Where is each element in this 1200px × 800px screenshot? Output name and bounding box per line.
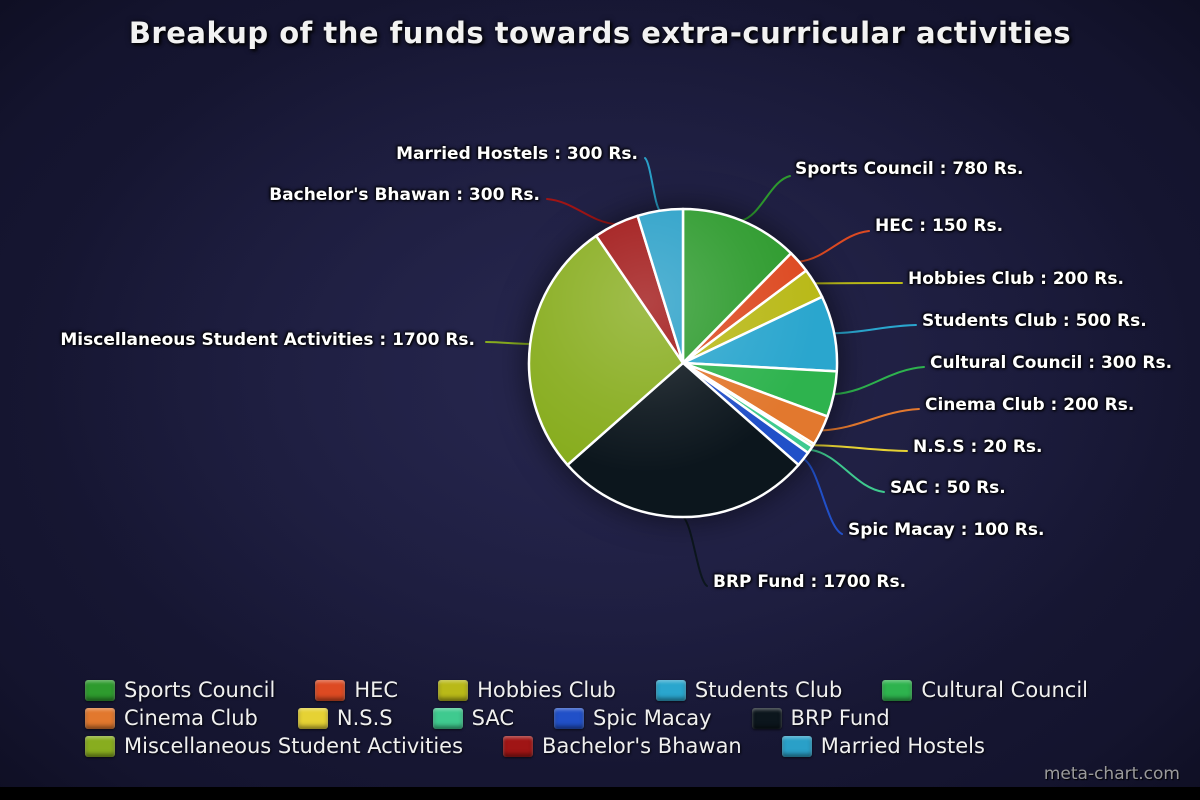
legend-row: Miscellaneous Student Activities Bachelor… xyxy=(85,732,1088,760)
legend-item-hec[interactable]: HEC xyxy=(315,678,398,702)
leader-line-married-hostels xyxy=(644,157,661,212)
legend-label: BRP Fund xyxy=(790,706,890,730)
legend-label: Miscellaneous Student Activities xyxy=(124,734,464,758)
leader-line-students-club xyxy=(833,324,917,335)
legend-item-brp-fund[interactable]: BRP Fund xyxy=(751,706,890,730)
legend-row: Sports Council HEC Hobbies Club Students Cl… xyxy=(85,676,1088,704)
legend-item-married-hostels[interactable]: Married Hostels xyxy=(781,734,985,758)
legend-item-cultural-council[interactable]: Cultural Council xyxy=(882,678,1088,702)
pie-slices-layer xyxy=(527,207,839,519)
legend-label: Hobbies Club xyxy=(477,678,616,702)
legend-item-sports-council[interactable]: Sports Council xyxy=(85,678,275,702)
slice-label-married-hostels: Married Hostels : 300 Rs. xyxy=(396,144,638,164)
slice-label-hec: HEC : 150 Rs. xyxy=(875,216,1004,236)
legend-label: Spic Macay xyxy=(593,706,712,730)
legend-label: HEC xyxy=(354,678,399,702)
slice-label-miscellaneous-student-activities: Miscellaneous Student Activities : 1700 … xyxy=(60,330,475,350)
slice-label-sports-council: Sports Council : 780 Rs. xyxy=(795,159,1024,179)
legend-label: Sports Council xyxy=(124,678,276,702)
legend-swatch-bachelor-s-bhawan xyxy=(503,735,534,757)
leader-line-n-s-s xyxy=(812,444,908,452)
legend-swatch-sports-council xyxy=(85,679,115,701)
leader-line-sports-council xyxy=(740,175,791,222)
legend-row: Cinema Club N.S.S SAC Spic Macay BRP Fund xyxy=(85,704,1088,732)
watermark: meta-chart.com xyxy=(1043,764,1180,784)
slice-label-hobbies-club: Hobbies Club : 200 Rs. xyxy=(908,269,1124,289)
leader-line-brp-fund xyxy=(682,516,708,587)
legend-swatch-miscellaneous-student-activities xyxy=(85,735,115,757)
legend-label: Cultural Council xyxy=(921,678,1089,702)
legend-item-sac[interactable]: SAC xyxy=(432,706,514,730)
slice-label-bachelor-s-bhawan: Bachelor's Bhawan : 300 Rs. xyxy=(269,185,540,205)
slice-label-brp-fund: BRP Fund : 1700 Rs. xyxy=(713,572,907,592)
leader-line-cultural-council xyxy=(832,366,925,396)
legend-swatch-cultural-council xyxy=(882,679,913,701)
slice-label-cultural-council: Cultural Council : 300 Rs. xyxy=(930,353,1173,373)
legend-swatch-hec xyxy=(315,679,346,701)
slice-label-students-club: Students Club : 500 Rs. xyxy=(922,311,1147,331)
legend-item-miscellaneous-student-activities[interactable]: Miscellaneous Student Activities xyxy=(85,734,463,758)
slice-label-spic-macay: Spic Macay : 100 Rs. xyxy=(848,520,1045,540)
legend-swatch-married-hostels xyxy=(781,735,812,757)
legend-item-students-club[interactable]: Students Club xyxy=(655,678,843,702)
legend-label: SAC xyxy=(471,706,514,730)
legend-swatch-sac xyxy=(432,707,463,729)
leader-line-sac xyxy=(809,448,885,493)
legend-item-spic-macay[interactable]: Spic Macay xyxy=(554,706,712,730)
legend-item-hobbies-club[interactable]: Hobbies Club xyxy=(438,678,616,702)
legend-label: Cinema Club xyxy=(124,706,258,730)
legend: Sports Council HEC Hobbies Club Students Cl… xyxy=(85,676,1088,760)
leader-line-miscellaneous-student-activities xyxy=(485,341,532,345)
legend-item-n-s-s[interactable]: N.S.S xyxy=(297,706,393,730)
legend-swatch-n-s-s xyxy=(297,707,328,729)
leader-line-cinema-club xyxy=(820,408,920,432)
slice-label-n-s-s: N.S.S : 20 Rs. xyxy=(913,437,1043,457)
leader-line-hec xyxy=(798,230,870,263)
bottom-bar xyxy=(0,787,1200,800)
chart-title: Breakup of the funds towards extra-curri… xyxy=(128,16,1072,50)
legend-swatch-hobbies-club xyxy=(438,679,469,701)
legend-swatch-brp-fund xyxy=(751,707,782,729)
legend-swatch-cinema-club xyxy=(85,707,115,729)
legend-label: Married Hostels xyxy=(820,734,985,758)
leader-line-spic-macay xyxy=(802,458,843,535)
legend-label: Bachelor's Bhawan xyxy=(542,734,742,758)
slice-label-cinema-club: Cinema Club : 200 Rs. xyxy=(925,395,1135,415)
legend-label: N.S.S xyxy=(336,706,393,730)
leader-line-bachelor-s-bhawan xyxy=(546,198,618,226)
legend-item-bachelor-s-bhawan[interactable]: Bachelor's Bhawan xyxy=(503,734,742,758)
slice-label-sac: SAC : 50 Rs. xyxy=(890,478,1006,498)
legend-label: Students Club xyxy=(694,678,843,702)
legend-swatch-spic-macay xyxy=(554,707,584,729)
legend-item-cinema-club[interactable]: Cinema Club xyxy=(85,706,258,730)
legend-swatch-students-club xyxy=(655,679,686,701)
